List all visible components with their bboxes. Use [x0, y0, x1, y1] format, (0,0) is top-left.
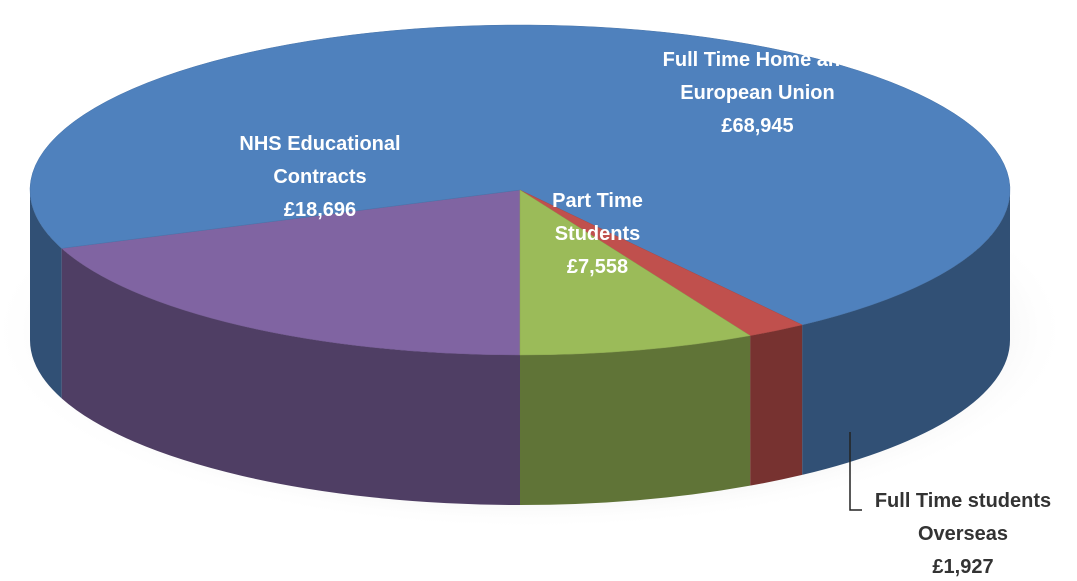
- slice-value: £18,696: [283, 199, 357, 221]
- slice-side: [61, 248, 521, 506]
- slice-value: £7,558: [566, 256, 629, 278]
- slice-value: £1,927: [932, 556, 994, 578]
- slice-value: £68,945: [721, 115, 794, 137]
- slice-side: [802, 190, 1010, 475]
- slice-name: Part Time Students: [552, 190, 643, 245]
- slice-name: NHS Educational Contracts: [239, 133, 401, 188]
- slice-side: [30, 190, 62, 399]
- data-label: NHS Educational Contracts £18,696: [220, 128, 420, 227]
- data-label: Full Time Home and European Union £68,945: [660, 44, 855, 143]
- slice-side: [520, 335, 751, 505]
- data-label: Part Time Students £7,558: [535, 185, 660, 284]
- leader-line: [849, 432, 862, 511]
- data-label: Full Time students Overseas £1,927: [858, 485, 1068, 581]
- slice-name: Full Time Home and European Union: [662, 49, 853, 104]
- slice: [519, 189, 751, 356]
- slice: [29, 24, 1011, 326]
- slice: [61, 189, 521, 356]
- slice-side: [750, 324, 803, 486]
- slice-name: Full Time students Overseas: [874, 490, 1052, 545]
